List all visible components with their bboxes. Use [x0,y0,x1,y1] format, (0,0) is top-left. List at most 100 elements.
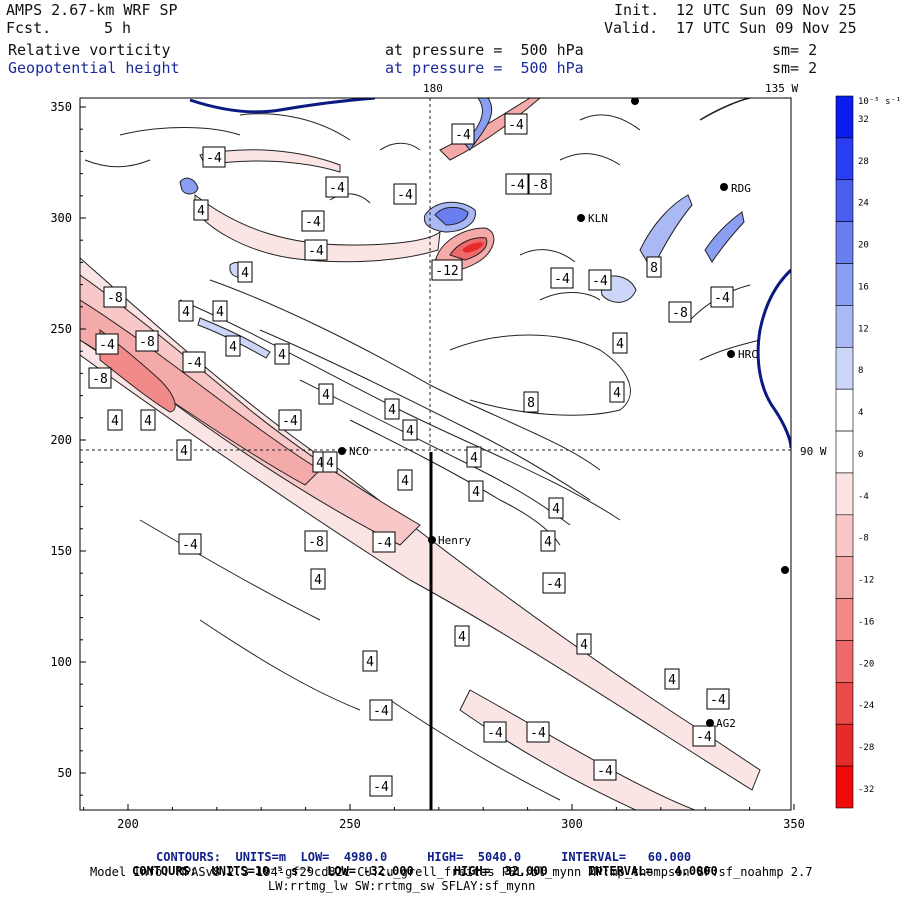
contour-label: 4 [540,530,556,552]
y-tick-label: 250 [50,322,72,336]
svg-text:4: 4 [326,456,334,471]
contour-label: -4 [550,267,574,289]
svg-text:4: 4 [544,535,552,550]
contour-label: -4 [325,176,349,198]
svg-text:-8: -8 [92,372,108,387]
svg-text:4: 4 [388,403,396,418]
station-dot-edge [781,566,789,574]
colorbar-level-label: 0 [858,450,863,460]
svg-text:-4: -4 [508,118,524,133]
svg-text:8: 8 [527,396,535,411]
colorbar-segment [835,556,854,599]
station-label-kln: KLN [588,212,608,225]
colorbar-segment [835,598,854,641]
contour-label: 4 [322,451,338,473]
colorbar-level-label: 32 [858,115,869,125]
svg-text:4: 4 [278,348,286,363]
contour-label: 4 [362,650,378,672]
svg-text:4: 4 [366,655,374,670]
field2-smooth: sm= 2 [772,59,818,77]
colorbar-level-label: 12 [858,324,869,334]
svg-text:-4: -4 [373,704,389,719]
colorbar-level-label: -20 [858,659,874,669]
colorbar-segment [835,388,854,432]
contour-label: 4 [107,409,123,431]
contour-label: 4 [310,568,326,590]
svg-text:4: 4 [197,204,205,219]
colorbar-level-label: -12 [858,576,874,586]
contour-label: -4 [710,286,734,308]
contour-label: -4 [692,725,716,747]
init-time: 12 UTC Sun 09 Nov 25 [676,1,857,19]
contour-label: -4 [369,699,393,721]
colorbar-level-label: 8 [858,366,863,376]
svg-text:4: 4 [111,414,119,429]
svg-text:-4: -4 [554,272,570,287]
contour-label: -4 [451,123,475,145]
svg-text:4: 4 [552,502,560,517]
svg-text:4: 4 [668,673,676,688]
colorbar-segment [835,263,854,306]
station-dot-rdg [720,183,728,191]
contour-label: 4 [225,335,241,357]
colorbar-level-label: -32 [858,785,874,795]
x-axis: 200250300350400450 [83,804,805,831]
colorbar-segment [835,640,854,683]
contour-label: -4 [202,146,226,168]
contour-label: 4 [193,199,209,221]
svg-text:4: 4 [406,424,414,439]
svg-text:-4: -4 [696,730,712,745]
svg-text:4: 4 [241,266,249,281]
svg-text:-4: -4 [182,538,198,553]
contour-label: 4 [612,332,628,354]
station-label-henry: Henry [438,534,471,547]
x-tick-label: 200 [117,817,139,831]
svg-text:4: 4 [580,638,588,653]
station-dot-kln [577,214,585,222]
x-tick-label: 350 [783,817,805,831]
svg-text:-4: -4 [487,726,503,741]
svg-text:4: 4 [616,337,624,352]
contour-label: -12 [431,259,463,281]
svg-text:8: 8 [650,261,658,276]
station-dot-hrc [727,350,735,358]
colorbar-segment [835,682,854,725]
station-dot-henry [428,536,436,544]
field1-level: at pressure = 500 hPa [385,41,584,59]
contour-label: -4 [504,113,528,135]
contour-label: -4 [588,269,612,291]
colorbar-level-label: 28 [858,157,869,167]
colorbar-level-label: 20 [858,241,869,251]
field2-name: Geopotential height [8,59,180,77]
svg-text:4: 4 [470,451,478,466]
colorbar: 10⁻⁵ s⁻¹ 32 28 24 20 16 12 8 4 0 -4 -8 -12 -16 -20 -24… [835,95,900,809]
svg-text:-4: -4 [509,178,525,193]
svg-text:-8: -8 [107,291,123,306]
footer-line2: CONTOURS: UNITS=10⁻⁵ s⁻¹ LOW= -32.000 HIG… [132,852,718,878]
contour-label: -4 [304,239,328,261]
contour-label: 4 [466,446,482,468]
svg-text:-8: -8 [308,535,324,550]
colorbar-level-label: 4 [858,408,863,418]
lon-label-90w: 90 W [800,445,827,458]
svg-text:4: 4 [472,485,480,500]
station-label-nco: NCO [349,445,369,458]
svg-text:4: 4 [322,388,330,403]
x-tick-label: 300 [561,817,583,831]
contour-label: 4 [468,480,484,502]
contour-label: 4 [176,439,192,461]
footer-line1-interval: INTERVAL= 60.000 [561,850,692,864]
contour-label: 4 [140,409,156,431]
model-title: AMPS 2.67-km WRF SP [6,1,178,19]
vorticity-contours [84,113,761,801]
contour-label: 4 [274,343,290,365]
lon-label-180: 180 [423,82,443,95]
svg-text:4: 4 [613,386,621,401]
colorbar-segment [835,723,854,767]
station-dot-nco [338,447,346,455]
station-dot-ag2 [706,719,714,727]
y-tick-label: 100 [50,655,72,669]
stations: RDG KLN HRC NCO Henry AG2 [338,98,789,730]
svg-text:-4: -4 [329,181,345,196]
